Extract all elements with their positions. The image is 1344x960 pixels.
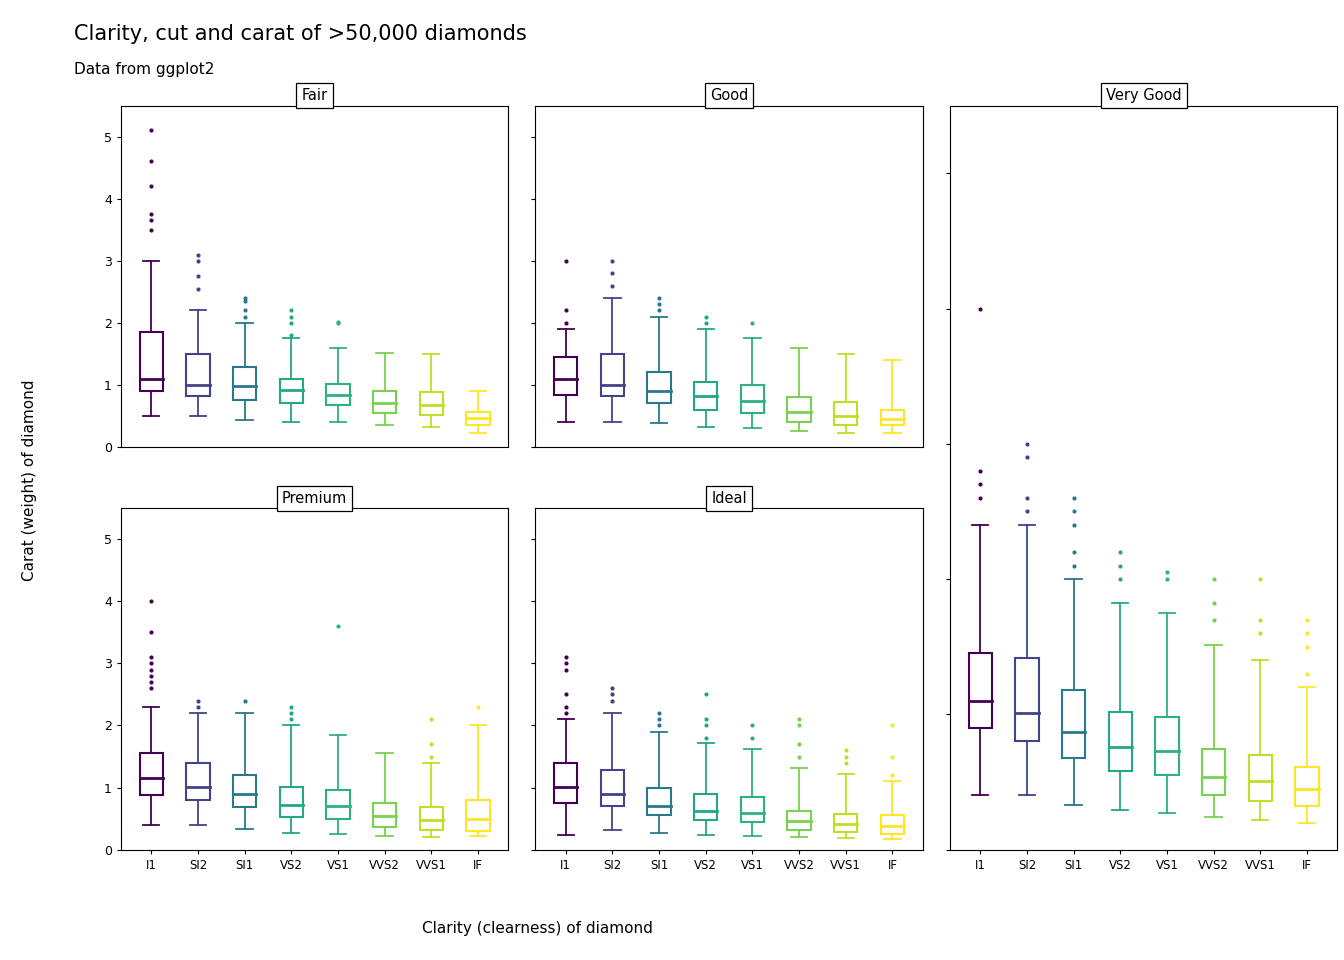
Bar bbox=[741, 798, 765, 823]
Bar bbox=[835, 402, 857, 425]
Bar bbox=[880, 815, 905, 834]
Bar bbox=[1062, 690, 1085, 757]
Bar bbox=[1015, 658, 1039, 741]
Bar bbox=[374, 804, 396, 827]
Text: Clarity (clearness) of diamond: Clarity (clearness) of diamond bbox=[422, 921, 653, 936]
Bar bbox=[419, 806, 444, 829]
Bar bbox=[374, 391, 396, 413]
Bar bbox=[233, 775, 257, 807]
Title: Ideal: Ideal bbox=[711, 491, 747, 506]
Bar bbox=[788, 810, 810, 829]
Title: Very Good: Very Good bbox=[1106, 88, 1181, 103]
Bar bbox=[327, 790, 349, 819]
Bar bbox=[554, 357, 578, 395]
Bar bbox=[280, 787, 302, 817]
Bar bbox=[788, 396, 810, 422]
Bar bbox=[694, 382, 718, 410]
Text: Data from ggplot2: Data from ggplot2 bbox=[74, 62, 214, 78]
Bar bbox=[969, 654, 992, 728]
Title: Good: Good bbox=[710, 88, 749, 103]
Bar bbox=[466, 800, 489, 831]
Bar bbox=[419, 393, 444, 415]
Bar bbox=[835, 814, 857, 832]
Bar bbox=[327, 384, 349, 405]
Bar bbox=[554, 763, 578, 804]
Title: Premium: Premium bbox=[282, 491, 347, 506]
Bar bbox=[280, 378, 302, 403]
Bar bbox=[466, 412, 489, 425]
Bar bbox=[880, 410, 905, 425]
Bar bbox=[601, 770, 624, 806]
Title: Fair: Fair bbox=[301, 88, 328, 103]
Bar bbox=[187, 763, 210, 800]
Bar bbox=[1296, 767, 1318, 806]
Bar bbox=[233, 368, 257, 400]
Bar bbox=[601, 354, 624, 396]
Bar bbox=[741, 385, 765, 413]
Bar bbox=[140, 332, 163, 391]
Text: Clarity, cut and carat of >50,000 diamonds: Clarity, cut and carat of >50,000 diamon… bbox=[74, 24, 527, 44]
Bar bbox=[1109, 711, 1132, 771]
Bar bbox=[1202, 750, 1226, 796]
Bar bbox=[694, 794, 718, 821]
Bar bbox=[140, 754, 163, 795]
Bar bbox=[1249, 755, 1271, 801]
Bar bbox=[1156, 717, 1179, 775]
Text: Carat (weight) of diamond: Carat (weight) of diamond bbox=[22, 379, 38, 581]
Bar bbox=[648, 787, 671, 815]
Bar bbox=[187, 354, 210, 396]
Bar bbox=[648, 372, 671, 403]
